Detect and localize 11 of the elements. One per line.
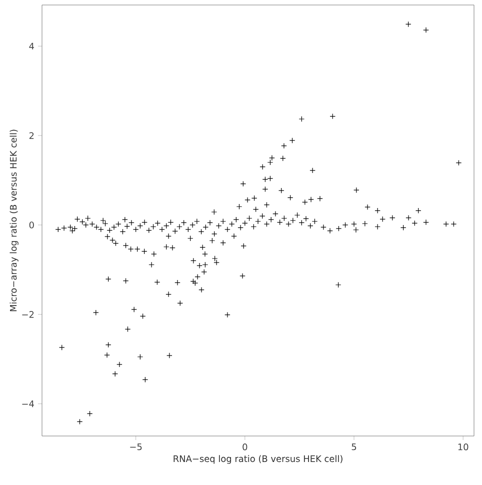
x-axis-title: RNA−seq log ratio (B versus HEK cell)	[174, 455, 342, 464]
x-tick-label: 0	[242, 444, 248, 450]
y-tick-label: 2	[29, 132, 34, 139]
y-tick-label: 0	[29, 222, 34, 228]
x-tick-label: −5	[130, 444, 142, 450]
y-tick-label: 4	[29, 42, 34, 50]
x-tick-label: 5	[352, 444, 356, 450]
y-tick-label: −4	[22, 400, 34, 408]
y-axis-title: Micro−array log ratio (B versus HEK cell)	[10, 130, 18, 312]
y-tick-label: −2	[22, 311, 34, 318]
x-tick-label: 10	[458, 444, 468, 450]
